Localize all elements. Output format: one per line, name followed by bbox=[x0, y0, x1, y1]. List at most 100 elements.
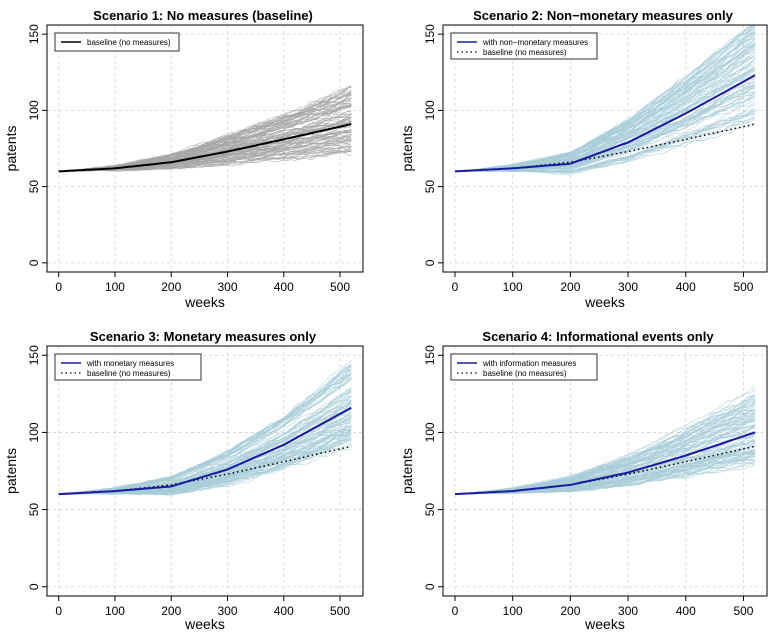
x-tick-label: 100 bbox=[105, 280, 125, 294]
x-axis-label: weeks bbox=[184, 294, 225, 310]
simulation-run bbox=[455, 37, 756, 172]
y-axis-label: patents bbox=[399, 448, 415, 494]
simulation-run bbox=[58, 373, 352, 495]
panel-3: 0 100 200 300 400 500 0 50 100 150 Scenario 3: Mon… bbox=[3, 329, 364, 632]
x-tick-label: 300 bbox=[217, 280, 237, 294]
legend-box bbox=[450, 353, 598, 381]
simulation-run bbox=[58, 439, 352, 495]
plot-frame bbox=[442, 24, 768, 273]
series-lines bbox=[58, 406, 352, 496]
x-tick-label: 100 bbox=[503, 280, 523, 294]
plot-frame bbox=[46, 345, 364, 597]
x-tick-label: 500 bbox=[733, 280, 753, 294]
plot-frame bbox=[46, 24, 364, 273]
x-tick-label: 100 bbox=[503, 604, 523, 618]
series-lines bbox=[454, 431, 756, 496]
series-line bbox=[58, 123, 352, 173]
x-tick-label: 500 bbox=[330, 280, 350, 294]
simulation-run bbox=[58, 377, 352, 495]
y-tick-label: 150 bbox=[27, 345, 41, 365]
plot-frame bbox=[442, 345, 768, 597]
simulation-run bbox=[455, 51, 756, 172]
x-tick-label: 500 bbox=[733, 604, 753, 618]
x-axis-label: weeks bbox=[184, 616, 225, 632]
x-tick-label: 0 bbox=[452, 604, 459, 618]
x-tick-label: 0 bbox=[452, 280, 459, 294]
legend: baseline (no measures) bbox=[54, 32, 180, 52]
simulation-runs bbox=[58, 360, 352, 496]
x-tick-label: 0 bbox=[55, 604, 62, 618]
gridlines bbox=[47, 346, 363, 596]
x-tick-label: 200 bbox=[161, 604, 181, 618]
legend-label: with non−monetary measures bbox=[482, 38, 588, 47]
series-line bbox=[454, 74, 756, 173]
y-tick-label: 150 bbox=[423, 345, 437, 365]
simulation-run bbox=[58, 87, 352, 172]
legend-label: with monetary measures bbox=[86, 359, 174, 368]
legend-label: baseline (no measures) bbox=[87, 38, 171, 47]
chart-title: Scenario 3: Monetary measures only bbox=[90, 329, 317, 344]
simulation-runs bbox=[58, 85, 352, 172]
simulation-run bbox=[454, 103, 756, 172]
simulation-run bbox=[58, 436, 352, 495]
x-tick-label: 400 bbox=[676, 604, 696, 618]
panel-4: 0 100 200 300 400 500 0 50 100 150 Scenario 4: Inf… bbox=[399, 329, 768, 632]
y-tick-label: 150 bbox=[27, 24, 41, 44]
y-tick-label: 50 bbox=[423, 503, 437, 517]
simulation-run bbox=[58, 365, 352, 495]
chart-title: Scenario 2: Non−monetary measures only bbox=[473, 8, 734, 23]
legend-label: baseline (no measures) bbox=[483, 369, 567, 378]
chart-title: Scenario 4: Informational events only bbox=[482, 329, 714, 344]
x-tick-label: 400 bbox=[274, 280, 294, 294]
panel-1: 0 100 200 300 400 500 0 50 100 150 Scenario 1: No … bbox=[3, 8, 364, 310]
x-tick-label: 200 bbox=[560, 280, 580, 294]
simulation-runs bbox=[454, 385, 756, 495]
x-tick-label: 300 bbox=[217, 604, 237, 618]
legend-box bbox=[54, 353, 202, 381]
y-tick-label: 100 bbox=[423, 100, 437, 120]
legend-label: with information measures bbox=[482, 359, 576, 368]
y-tick-label: 100 bbox=[27, 100, 41, 120]
x-axis-label: weeks bbox=[584, 616, 625, 632]
y-axis-label: patents bbox=[3, 448, 19, 494]
simulation-run bbox=[454, 463, 756, 495]
series-lines bbox=[58, 123, 352, 173]
y-axis-label: patents bbox=[3, 126, 19, 172]
legend-box bbox=[450, 32, 598, 60]
simulation-run bbox=[58, 85, 352, 172]
chart-title: Scenario 1: No measures (baseline) bbox=[93, 8, 313, 23]
y-tick-label: 0 bbox=[423, 583, 437, 590]
series-line bbox=[58, 406, 352, 496]
y-tick-label: 50 bbox=[27, 180, 41, 194]
series-lines bbox=[454, 74, 756, 173]
y-tick-label: 100 bbox=[423, 422, 437, 442]
simulation-run bbox=[455, 25, 754, 172]
x-tick-label: 200 bbox=[161, 280, 181, 294]
x-tick-label: 500 bbox=[330, 604, 350, 618]
simulation-run bbox=[58, 433, 352, 495]
x-tick-label: 0 bbox=[55, 280, 62, 294]
simulation-run bbox=[58, 149, 352, 172]
y-tick-label: 50 bbox=[423, 180, 437, 194]
gridlines bbox=[47, 25, 363, 272]
panel-2: 0 100 200 300 400 500 0 50 100 150 Scenario 2: Non… bbox=[399, 8, 768, 310]
x-tick-label: 300 bbox=[618, 280, 638, 294]
y-tick-label: 0 bbox=[27, 259, 41, 266]
y-tick-label: 0 bbox=[423, 259, 437, 266]
y-tick-label: 0 bbox=[27, 583, 41, 590]
x-axis-label: weeks bbox=[584, 294, 625, 310]
y-tick-label: 100 bbox=[27, 422, 41, 442]
y-tick-label: 50 bbox=[27, 503, 41, 517]
x-tick-label: 400 bbox=[274, 604, 294, 618]
x-tick-label: 300 bbox=[618, 604, 638, 618]
simulation-run bbox=[454, 459, 756, 495]
legend-box bbox=[54, 32, 180, 52]
y-tick-label: 150 bbox=[423, 24, 437, 44]
series-line bbox=[454, 431, 756, 496]
simulation-run bbox=[454, 419, 756, 495]
legend-label: baseline (no measures) bbox=[87, 369, 171, 378]
